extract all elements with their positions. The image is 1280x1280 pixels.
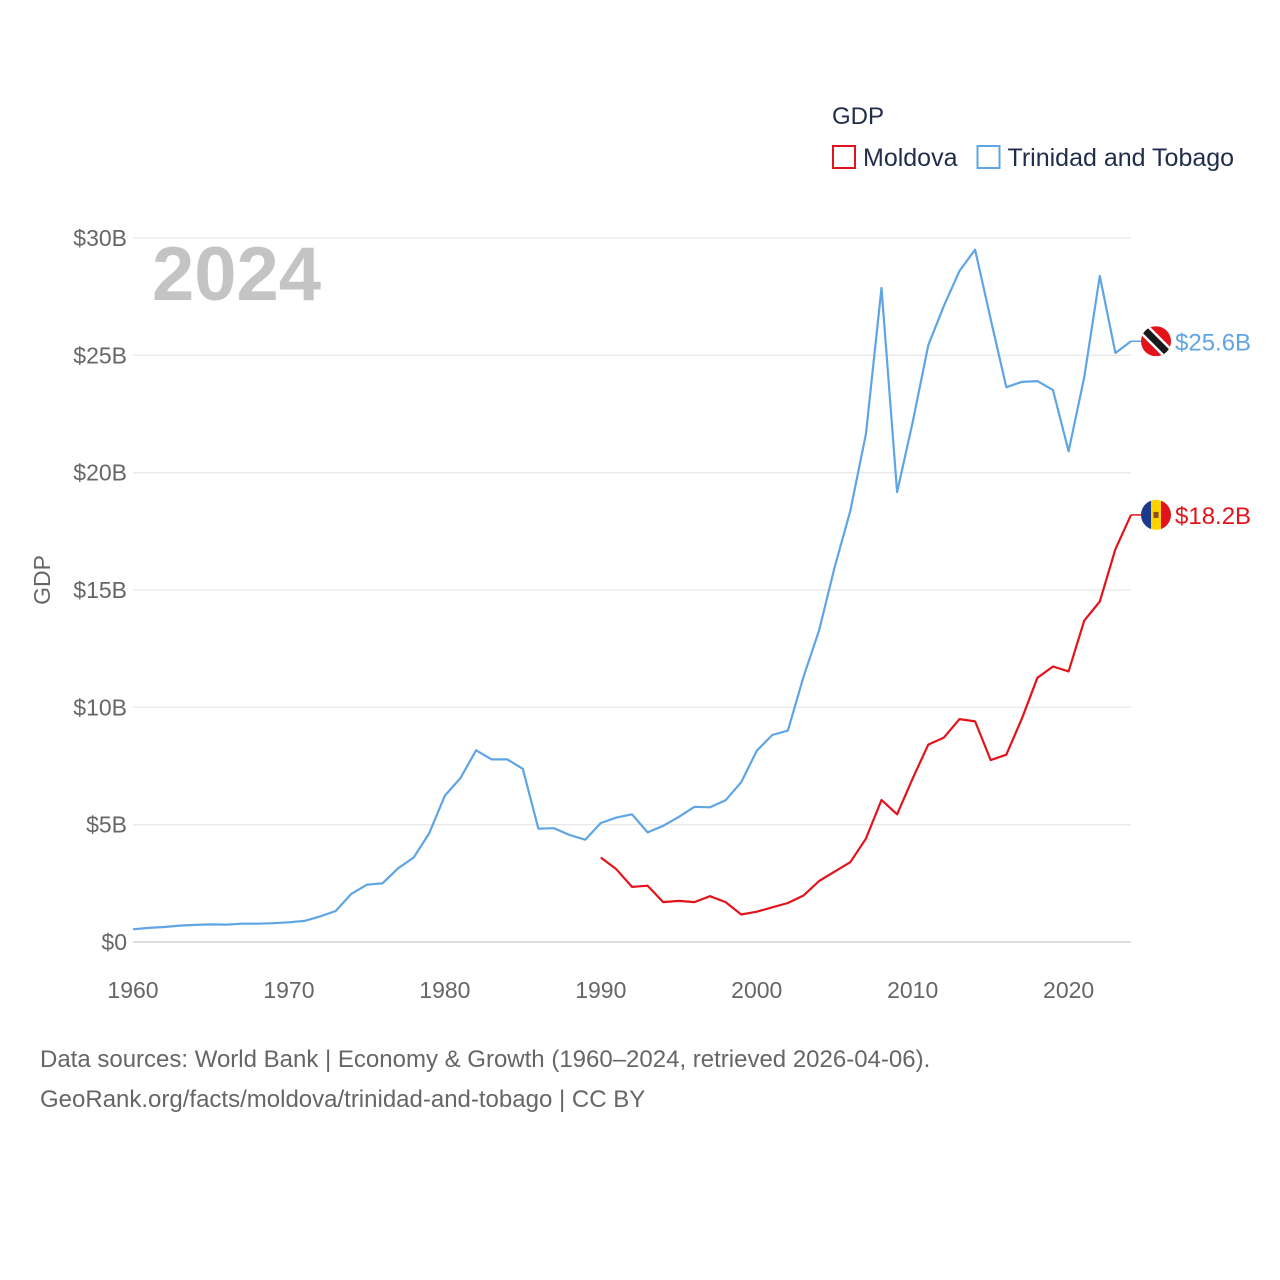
trinidad-and-tobago-flag-icon xyxy=(1141,326,1171,357)
moldova-flag-icon xyxy=(1141,499,1171,530)
y-tick-label: $0 xyxy=(101,929,127,955)
y-tick-label: $5B xyxy=(86,812,127,838)
y-tick-label: $10B xyxy=(73,694,127,720)
legend-label: Moldova xyxy=(863,144,958,172)
legend-title: GDP xyxy=(832,103,884,130)
series-line-trinidad-and-tobago xyxy=(132,248,1132,931)
legend-swatch xyxy=(832,145,856,169)
gridlines xyxy=(133,237,1131,943)
legend-label: Trinidad and Tobago xyxy=(1008,144,1235,172)
gdp-line-chart: $0$5B$10B$15B$20B$25B$30B 1960 1970 1980 19… xyxy=(29,103,1251,1003)
y-axis-label: GDP xyxy=(29,555,55,605)
series-lines xyxy=(132,248,1133,931)
x-tick-label: 2010 xyxy=(887,977,938,1003)
y-tick-label: $25B xyxy=(73,342,127,368)
y-axis-ticks: $0 $5B $10B $15B $20B $25B $30B xyxy=(73,225,127,955)
x-axis-ticks: 1960 1970 1980 1990 2000 2010 2020 xyxy=(107,977,1094,1003)
x-tick-label: 1970 xyxy=(263,977,314,1003)
source-note: Data sources: World Bank | Economy & Gro… xyxy=(40,1040,930,1120)
x-tick-label: 1990 xyxy=(575,977,626,1003)
y-tick-label: $20B xyxy=(73,460,127,486)
legend: GDP Moldova Trinidad and Tobago xyxy=(832,103,1234,172)
legend-swatch xyxy=(976,145,1001,169)
x-tick-label: 2000 xyxy=(731,977,782,1003)
series-line-moldova xyxy=(600,514,1133,916)
x-tick-label: 1980 xyxy=(419,977,470,1003)
end-value-label: $18.2B xyxy=(1175,503,1251,530)
x-tick-label: 1960 xyxy=(107,977,158,1003)
y-tick-label: $15B xyxy=(73,577,127,603)
end-value-label: $25.6B xyxy=(1175,329,1251,356)
source-line-1: Data sources: World Bank | Economy & Gro… xyxy=(40,1046,931,1073)
x-tick-label: 2020 xyxy=(1043,977,1094,1003)
y-tick-label: $30B xyxy=(73,225,127,251)
source-line-2[interactable]: GeoRank.org/facts/moldova/trinidad-and-t… xyxy=(40,1086,646,1113)
end-markers: $18.2B $25.6B xyxy=(1131,326,1251,530)
year-label: 2024 xyxy=(152,232,321,317)
